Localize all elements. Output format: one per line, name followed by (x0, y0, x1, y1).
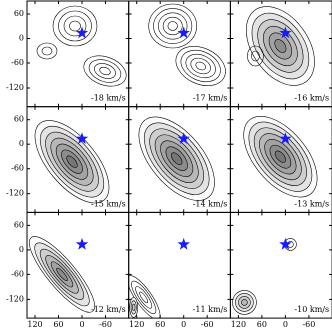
x-tick-label: -60 (201, 320, 214, 329)
contour (135, 286, 153, 309)
star-marker (75, 132, 89, 144)
star-marker (279, 237, 292, 250)
contour (157, 12, 188, 40)
x-tick-label: -60 (99, 320, 112, 329)
x-tick-label: 0 (79, 320, 84, 329)
contour (251, 50, 260, 62)
star-marker (75, 26, 89, 39)
star-marker (279, 132, 292, 144)
contour (52, 5, 98, 47)
contour (41, 46, 53, 56)
panel: -12 km/s 60 0 -60 -120 120 60 0 -60 (6, 211, 130, 329)
contour (274, 150, 286, 163)
contours (243, 116, 318, 198)
y-tick-label: 0 (19, 34, 24, 43)
x-tick-label: 120 (231, 320, 246, 329)
panel: -17 km/s (128, 0, 231, 108)
velocity-label: -16 km/s (294, 94, 329, 103)
contour (167, 21, 178, 31)
y-tick-label: 0 (19, 245, 24, 254)
panel: -16 km/s (229, 0, 332, 108)
contour (139, 291, 149, 304)
contour (36, 42, 58, 60)
y-tick-label: 60 (14, 115, 24, 124)
star-marker (75, 237, 89, 250)
contours (232, 238, 297, 315)
contour (190, 57, 211, 75)
star-marker (177, 132, 190, 144)
panel: -18 km/s 60 0 -60 -120 (6, 0, 130, 108)
contour (153, 8, 193, 44)
contour (132, 303, 136, 312)
contour (88, 59, 122, 83)
x-tick-label: 60 (53, 320, 63, 329)
y-tick-label: -60 (11, 58, 24, 67)
panel: -14 km/s (128, 106, 231, 213)
velocity-label: -12 km/s (91, 305, 126, 314)
panel-frame (229, 211, 332, 319)
contour (63, 15, 87, 37)
contour (83, 55, 127, 87)
contours (29, 236, 95, 313)
contours (148, 3, 226, 86)
contours (245, 6, 315, 86)
panel: -10 km/s 120 60 0 -60 (229, 211, 332, 329)
star-marker (279, 26, 292, 39)
contour (195, 61, 206, 71)
contour (274, 39, 287, 53)
contour (99, 66, 111, 76)
panel: -11 km/s 120 60 0 -60 (128, 211, 231, 329)
x-tick-label: 60 (155, 320, 165, 329)
y-tick-label: 60 (14, 9, 24, 18)
contour (170, 152, 183, 165)
velocity-label: -17 km/s (193, 94, 228, 103)
y-tick-label: -120 (6, 83, 24, 92)
y-tick-label: -120 (6, 294, 24, 303)
contour (94, 63, 116, 79)
panel: -15 km/s 60 0 -60 -120 (6, 106, 130, 213)
contour (241, 299, 248, 306)
contour (185, 53, 216, 79)
contour (180, 49, 221, 83)
contour (66, 155, 78, 168)
contour (56, 267, 68, 282)
x-tick-label: 120 (129, 320, 144, 329)
contour (148, 3, 197, 49)
x-tick-label: 60 (257, 320, 267, 329)
contour (162, 16, 183, 36)
y-tick-label: -60 (11, 164, 24, 173)
velocity-label: -18 km/s (91, 94, 126, 103)
contour (175, 46, 226, 86)
contour (69, 20, 81, 32)
x-tick-label: 0 (283, 320, 288, 329)
velocity-label: -15 km/s (91, 199, 126, 208)
y-tick-label: -60 (11, 269, 24, 278)
contours (34, 120, 110, 204)
y-tick-label: 60 (14, 220, 24, 229)
velocity-label: -11 km/s (193, 305, 228, 314)
contour (131, 280, 157, 315)
contour (247, 45, 264, 67)
y-tick-label: -120 (6, 189, 24, 198)
star-marker (177, 26, 190, 39)
star-marker (177, 237, 190, 250)
contour (58, 10, 92, 42)
y-tick-label: 0 (19, 139, 24, 148)
velocity-label: -13 km/s (294, 199, 329, 208)
contours (36, 5, 127, 87)
x-tick-label: 0 (181, 320, 186, 329)
contours (138, 116, 215, 201)
panel: -13 km/s (229, 106, 332, 213)
x-tick-label: -60 (302, 320, 315, 329)
x-tick-label: 120 (27, 320, 42, 329)
velocity-label: -10 km/s (294, 305, 329, 314)
velocity-label: -14 km/s (193, 199, 228, 208)
